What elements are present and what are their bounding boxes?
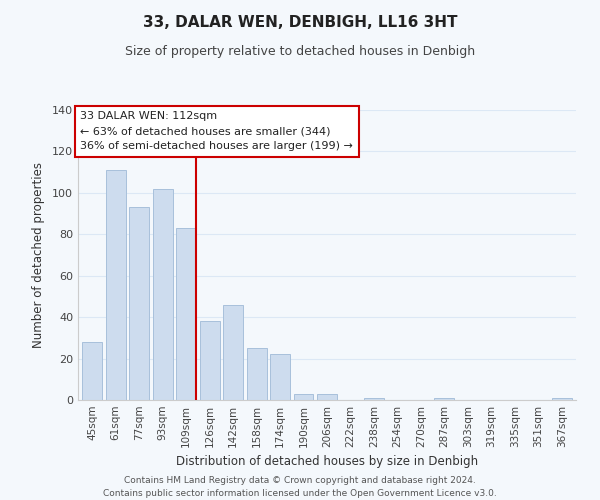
Bar — [293, 394, 313, 400]
Y-axis label: Number of detached properties: Number of detached properties — [32, 162, 45, 348]
Text: Size of property relative to detached houses in Denbigh: Size of property relative to detached ho… — [125, 45, 475, 58]
Bar — [552, 398, 572, 400]
Text: 33, DALAR WEN, DENBIGH, LL16 3HT: 33, DALAR WEN, DENBIGH, LL16 3HT — [143, 15, 457, 30]
Bar — [200, 322, 220, 400]
Bar — [223, 304, 243, 400]
Bar — [152, 188, 173, 400]
Bar — [364, 398, 384, 400]
Bar — [82, 342, 102, 400]
Bar — [317, 394, 337, 400]
X-axis label: Distribution of detached houses by size in Denbigh: Distribution of detached houses by size … — [176, 456, 478, 468]
Bar — [247, 348, 266, 400]
Text: 33 DALAR WEN: 112sqm
← 63% of detached houses are smaller (344)
36% of semi-deta: 33 DALAR WEN: 112sqm ← 63% of detached h… — [80, 112, 353, 151]
Bar — [434, 398, 454, 400]
Bar — [176, 228, 196, 400]
Bar — [270, 354, 290, 400]
Bar — [106, 170, 125, 400]
Text: Contains HM Land Registry data © Crown copyright and database right 2024.: Contains HM Land Registry data © Crown c… — [124, 476, 476, 485]
Bar — [129, 208, 149, 400]
Text: Contains public sector information licensed under the Open Government Licence v3: Contains public sector information licen… — [103, 488, 497, 498]
